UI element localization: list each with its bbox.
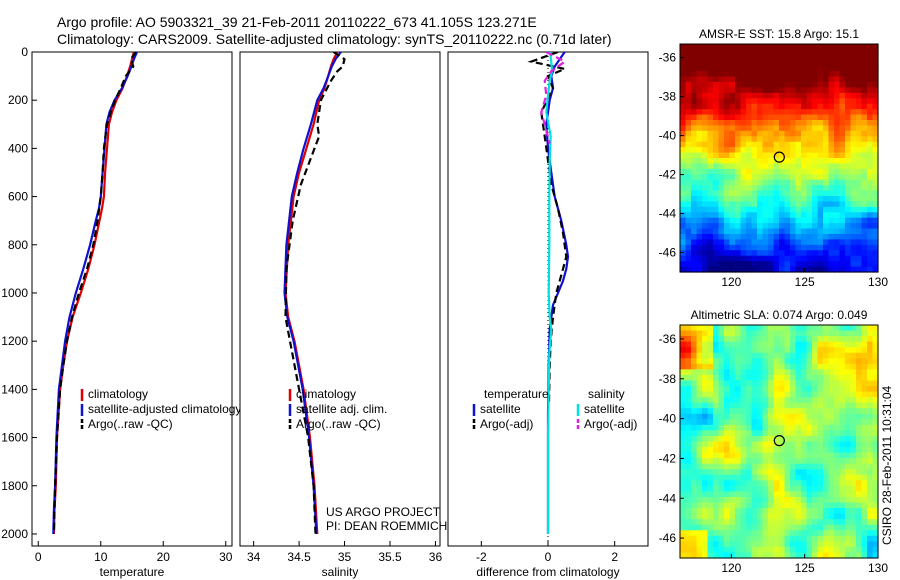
altimetric-sla-ytick-label: -42 — [659, 451, 677, 465]
temperature-series-2 — [52, 52, 137, 535]
difference-legend-heading: temperature — [484, 387, 549, 401]
difference-legend-entry: satellite — [480, 402, 521, 416]
altimetric-sla-ytick-label: -44 — [659, 491, 677, 505]
temperature-ytick-label: 1600 — [1, 431, 28, 445]
amsre-sst-field — [680, 44, 879, 273]
temperature-xtick-label: 20 — [157, 550, 171, 564]
temperature-xlabel: temperature — [100, 565, 165, 579]
salinity-xtick-label: 34 — [247, 550, 261, 564]
difference-series-1 — [527, 52, 569, 402]
difference-legend-entry: Argo(-adj) — [480, 417, 533, 431]
amsre-sst-ytick-label: -36 — [659, 51, 677, 65]
amsre-sst-argo-marker — [773, 151, 785, 163]
temperature-ytick-label: 600 — [8, 190, 28, 204]
altimetric-sla-argo-marker — [773, 435, 785, 447]
plots-layer: 0 10 20 30020040060080010001200140016001800… — [1, 27, 888, 579]
salinity-series-2 — [284, 52, 346, 535]
salinity-axes-frame — [239, 51, 441, 547]
difference-legend-entry: satellite — [584, 402, 625, 416]
salinity-legend-entry: satellite adj. clim. — [296, 402, 387, 416]
temperature-legend-entry: satellite-adjusted climatology — [88, 402, 241, 416]
difference-series-2 — [545, 52, 554, 534]
salinity-panel: 34 34.5 35 35.5 36 salinity climatologysatelli… — [239, 51, 447, 579]
altimetric-sla-title: Altimetric SLA: 0.074 Argo: 0.049 — [691, 308, 868, 322]
temperature-ytick-label: 200 — [8, 93, 28, 107]
altimetric-sla-field — [680, 325, 879, 559]
altimetric-sla-xtick-label: 130 — [868, 561, 888, 575]
temperature-panel: 0 10 20 30 0 200 400 600 800 1000 1200 1400 1600 1800… — [1, 45, 241, 579]
salinity-xlabel: salinity — [322, 565, 359, 579]
temperature-ytick-label: 0 — [21, 45, 28, 59]
salinity-legend-entry: Argo(..raw -QC) — [296, 417, 381, 431]
salinity-xtick-label: 35 — [338, 550, 352, 564]
altimetric-sla-ytick-label: -38 — [659, 372, 677, 386]
difference-legend-entry: Argo(-adj) — [584, 417, 637, 431]
difference-xlabel: difference from climatology — [476, 565, 619, 579]
temperature-ytick-label: 800 — [8, 238, 28, 252]
temperature-ytick-label: 400 — [8, 141, 28, 155]
salinity-legend-entry: climatology — [296, 387, 356, 401]
salinity-xtick-label: 34.5 — [287, 550, 311, 564]
difference-xtick-label: -2 — [476, 550, 487, 564]
temperature-ytick-label: 1200 — [1, 334, 28, 348]
salinity-series-1 — [283, 52, 342, 535]
altimetric-sla-ytick-label: -36 — [659, 332, 677, 346]
difference-xtick-label: 2 — [611, 550, 618, 564]
temperature-ytick-label: 1800 — [1, 479, 28, 493]
salinity-annotation: US ARGO PROJECT — [326, 505, 441, 519]
salinity-annotation: PI: DEAN ROEMMICH — [326, 519, 447, 533]
amsre-sst-ytick-label: -38 — [659, 90, 677, 104]
header-line-1: Argo profile: AO 5903321_39 21-Feb-2011 … — [57, 14, 537, 30]
altimetric-sla-xtick-label: 125 — [795, 561, 815, 575]
temperature-ytick-label: 1400 — [1, 382, 28, 396]
amsre-sst-xtick-label: 130 — [868, 275, 888, 289]
altimetric-sla-xtick-label: 120 — [721, 561, 741, 575]
altimetric-sla-ytick-label: -40 — [659, 412, 677, 426]
temperature-axes-frame — [31, 51, 233, 547]
amsre-sst-ytick-label: -40 — [659, 129, 677, 143]
amsre-sst-ytick-label: -42 — [659, 168, 677, 182]
amsre-sst-xtick-label: 125 — [795, 275, 815, 289]
salinity-xtick-label: 35.5 — [378, 550, 402, 564]
amsre-sst-title: AMSR-E SST: 15.8 Argo: 15.1 — [699, 27, 859, 41]
difference-xtick-label: 0 — [545, 550, 552, 564]
difference-legend-heading: salinity — [588, 387, 625, 401]
amsre-sst-ytick-label: -44 — [659, 207, 677, 221]
amsre-sst-ytick-label: -46 — [659, 246, 677, 260]
temperature-ytick-label: 1000 — [1, 286, 28, 300]
temperature-xtick-label: 30 — [219, 550, 233, 564]
salinity-xtick-label: 36 — [429, 550, 443, 564]
temperature-xtick-label: 10 — [94, 550, 108, 564]
temperature-xtick-label: 0 — [35, 550, 42, 564]
csiro-timestamp: CSIRO 28-Feb-2011 10:31:04 — [880, 385, 894, 545]
temperature-ytick-label: 2000 — [1, 527, 28, 541]
altimetric-sla-map-panel: Altimetric SLA: 0.074 Argo: 0.049 120 125 1… — [659, 308, 889, 575]
temperature-legend-entry: Argo(..raw -QC) — [88, 417, 173, 431]
difference-series-3 — [540, 52, 567, 144]
altimetric-sla-ytick-label: -46 — [659, 531, 677, 545]
amsre-sst-xtick-label: 120 — [721, 275, 741, 289]
amsre-sst-frame — [679, 43, 879, 273]
amsre-sst-map-panel: AMSR-E SST: 15.8 Argo: 15.1 120 125 130 -36 -… — [659, 27, 889, 289]
altimetric-sla-frame — [679, 324, 879, 559]
temperature-legend-entry: climatology — [88, 387, 148, 401]
header-line-2: Climatology: CARS2009. Satellite-adjuste… — [57, 31, 612, 47]
